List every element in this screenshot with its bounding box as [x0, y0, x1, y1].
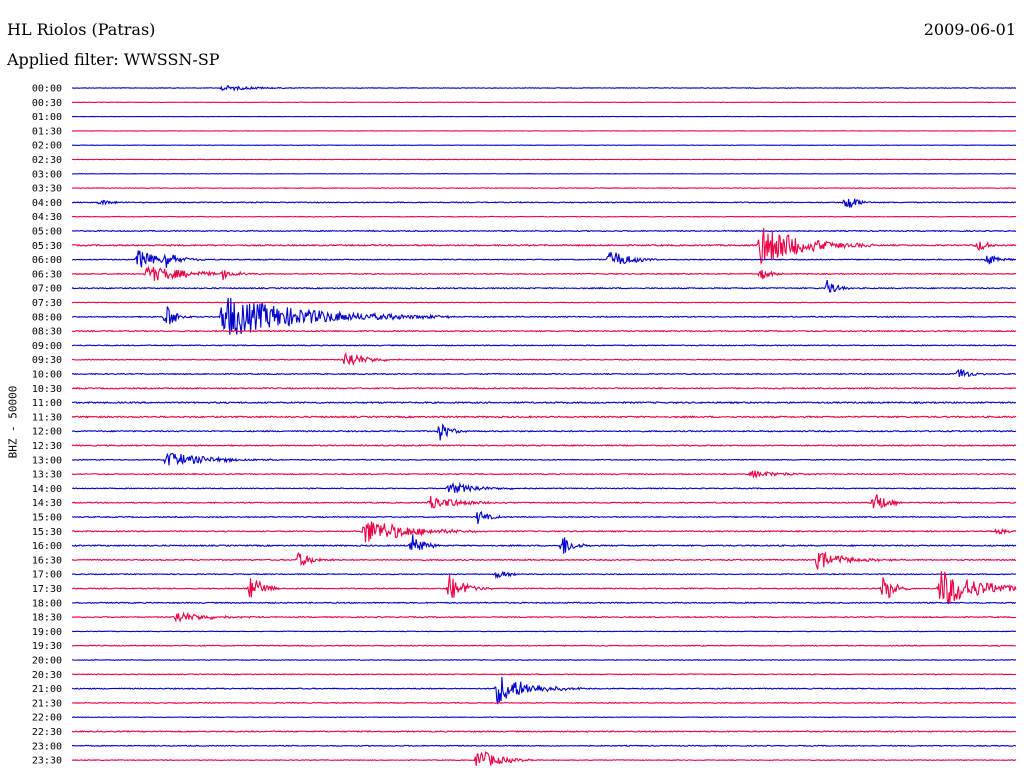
trace-line [71, 386, 1017, 390]
station-title: HL Riolos (Patras) [7, 20, 156, 39]
time-label: 03:30 [32, 184, 62, 195]
time-label: 15:00 [32, 513, 62, 524]
time-label: 08:30 [32, 327, 62, 338]
trace-line [71, 570, 1017, 580]
time-label: 06:00 [32, 255, 62, 266]
trace-line [71, 701, 1017, 704]
trace-line [71, 644, 1017, 647]
time-label: 01:00 [32, 112, 62, 123]
time-label: 14:30 [32, 498, 62, 509]
time-label: 06:30 [32, 269, 62, 280]
trace-line [71, 716, 1017, 719]
trace-line [71, 229, 1017, 233]
trace-line [71, 659, 1017, 662]
time-label: 00:00 [32, 84, 62, 95]
trace-line [71, 344, 1017, 347]
trace-line [71, 198, 1017, 208]
trace-line [71, 534, 1017, 554]
time-label: 09:00 [32, 341, 62, 352]
trace-line [71, 369, 1017, 378]
trace-line [71, 510, 1017, 525]
time-label: 16:30 [32, 555, 62, 566]
trace-line [71, 415, 1017, 419]
time-label: 08:00 [32, 312, 62, 323]
time-label: 22:30 [32, 727, 62, 738]
time-label: 19:00 [32, 627, 62, 638]
time-label: 07:00 [32, 284, 62, 295]
time-label-group: 00:00 00:30 01:00 01:30 02:00 02:30 03:00 03:30… [32, 84, 62, 767]
time-label: 15:30 [32, 527, 62, 538]
date-label: 2009-06-01 [923, 20, 1016, 39]
time-label: 16:00 [32, 541, 62, 552]
time-label: 02:30 [32, 155, 62, 166]
trace-line [71, 400, 1017, 405]
trace-line [71, 521, 1017, 543]
time-label: 14:00 [32, 484, 62, 495]
time-label: 03:00 [32, 169, 62, 180]
time-label: 01:30 [32, 126, 62, 137]
trace-line [71, 187, 1017, 190]
trace-line [71, 571, 1017, 605]
time-label: 10:00 [32, 370, 62, 381]
trace-line [71, 551, 1017, 570]
time-label: 12:00 [32, 427, 62, 438]
time-label: 19:30 [32, 641, 62, 652]
trace-line [71, 351, 1017, 366]
trace-line [71, 423, 1017, 441]
trace-line [71, 611, 1017, 623]
time-label: 22:00 [32, 713, 62, 724]
time-label: 05:30 [32, 241, 62, 252]
trace-line [71, 730, 1017, 733]
time-label: 20:30 [32, 670, 62, 681]
time-label: 17:00 [32, 570, 62, 581]
time-label: 00:30 [32, 98, 62, 109]
trace-line [71, 301, 1017, 304]
time-label: 13:00 [32, 455, 62, 466]
time-label: 10:30 [32, 384, 62, 395]
time-label: 09:30 [32, 355, 62, 366]
time-label: 05:00 [32, 227, 62, 238]
time-label: 11:00 [32, 398, 62, 409]
trace-line [71, 85, 1017, 92]
trace-line [71, 250, 1017, 268]
trace-line [71, 329, 1017, 333]
trace-group [71, 85, 1017, 766]
time-label: 23:00 [32, 741, 62, 752]
trace-line [71, 744, 1017, 748]
time-label: 12:30 [32, 441, 62, 452]
time-label: 18:00 [32, 598, 62, 609]
trace-line [71, 228, 1017, 266]
trace-line [71, 481, 1017, 493]
trace-line [71, 673, 1017, 676]
trace-line [71, 279, 1017, 293]
time-label: 18:30 [32, 613, 62, 624]
time-label: 21:30 [32, 698, 62, 709]
time-label: 11:30 [32, 412, 62, 423]
trace-line [71, 297, 1016, 335]
time-label: 17:30 [32, 584, 62, 595]
trace-line [71, 470, 1017, 479]
trace-line [71, 677, 1017, 705]
time-label: 04:00 [32, 198, 62, 209]
trace-line [71, 444, 1017, 447]
time-label: 23:30 [32, 756, 62, 767]
time-label: 21:00 [32, 684, 62, 695]
trace-line [71, 751, 1017, 766]
time-label: 13:30 [32, 470, 62, 481]
filter-subtitle: Applied filter: WWSSN-SP [7, 50, 220, 69]
time-label: 07:30 [32, 298, 62, 309]
trace-line [71, 265, 1017, 281]
trace-line [71, 158, 1017, 161]
trace-line [71, 452, 1017, 466]
trace-line [71, 494, 1017, 509]
trace-line [71, 215, 1017, 218]
trace-line [71, 630, 1017, 633]
trace-line [71, 601, 1017, 605]
time-label: 20:00 [32, 656, 62, 667]
time-label: 04:30 [32, 212, 62, 223]
time-label: 02:00 [32, 141, 62, 152]
